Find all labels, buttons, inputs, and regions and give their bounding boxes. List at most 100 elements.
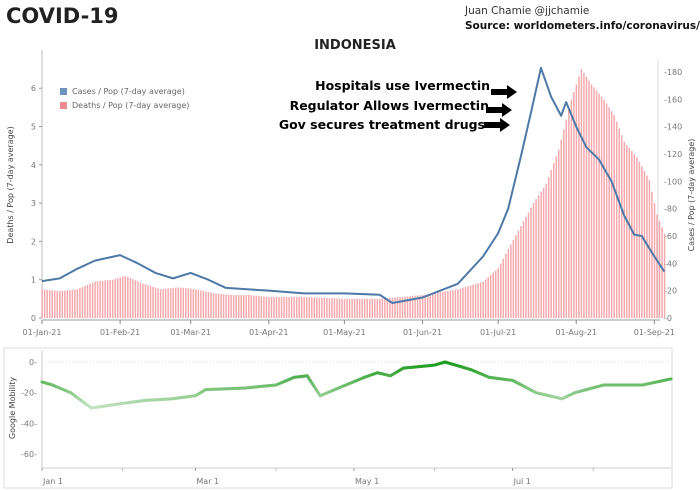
annotation-hospitals: Hospitals use Ivermectin (315, 78, 490, 93)
death-bar (222, 294, 225, 318)
left-tick-label: 3 (31, 199, 36, 208)
death-bar (492, 272, 494, 318)
death-bar (401, 296, 404, 318)
death-bar (328, 298, 331, 318)
death-bar (396, 297, 399, 318)
death-bar (169, 288, 172, 318)
death-bar (273, 296, 275, 318)
death-bar (406, 296, 409, 318)
death-bar (369, 298, 371, 318)
right-tick-label: -100 (664, 177, 682, 186)
death-bar (217, 293, 220, 318)
death-bar (636, 157, 638, 318)
death-bar (583, 72, 585, 318)
death-bar (444, 291, 447, 318)
death-bar (411, 295, 414, 318)
death-bar (197, 289, 200, 318)
death-bar (474, 283, 477, 318)
x-tick-label: 01-Sep-21 (634, 328, 675, 337)
death-bar (59, 291, 61, 318)
death-bar (225, 294, 227, 318)
death-bar (500, 263, 502, 318)
death-bar (530, 207, 532, 318)
death-bar (416, 295, 419, 318)
death-bar (628, 147, 631, 318)
death-bar (260, 296, 263, 318)
death-bar (230, 295, 232, 318)
death-bar (495, 270, 497, 318)
death-bar (235, 295, 237, 318)
death-bar (643, 170, 646, 318)
death-bar (588, 80, 590, 318)
death-bar (358, 298, 361, 318)
death-bar (134, 280, 137, 318)
legend-deaths: Deaths / Pop (7-day average) (60, 99, 189, 113)
death-bar (593, 87, 595, 319)
mobility-x-tick-label: Jan 1 (42, 477, 63, 486)
death-bar (608, 107, 610, 318)
right-tick-label: -60 (664, 232, 677, 241)
death-bar (618, 128, 620, 318)
death-bar (89, 283, 91, 318)
mobility-tick-label: -60- (21, 450, 37, 459)
left-tick-label: 5 (31, 123, 36, 132)
death-bar (192, 289, 195, 318)
author: Juan Chamie @jjchamie (465, 5, 590, 17)
death-bar (74, 289, 76, 318)
death-bar (258, 295, 260, 318)
death-bar (154, 287, 157, 318)
right-tick-label: -180 (664, 68, 682, 77)
death-bar (306, 297, 308, 318)
death-bar (426, 294, 429, 318)
death-bar (124, 275, 127, 318)
death-bar (288, 296, 290, 318)
death-bar (109, 279, 111, 318)
death-bar (389, 297, 391, 318)
death-bar (522, 221, 525, 318)
death-bar (132, 279, 134, 318)
death-bar (404, 296, 406, 318)
death-bar (565, 119, 568, 318)
death-bar (265, 296, 268, 318)
death-bar (341, 298, 343, 318)
right-tick-label: -80 (664, 205, 677, 214)
page-title: COVID-19 (6, 4, 119, 28)
annotation-regulator: Regulator Allows Ivermectin (289, 98, 489, 113)
death-bar (419, 295, 421, 318)
death-bar (507, 249, 510, 318)
death-bar (623, 141, 626, 318)
death-bar (129, 278, 132, 318)
death-bar (190, 288, 192, 318)
death-bar (484, 279, 487, 318)
death-bar (164, 288, 167, 318)
death-bar (298, 296, 300, 318)
death-bar (429, 293, 431, 318)
death-bar (159, 289, 162, 318)
death-bar (515, 235, 517, 318)
death-bar (570, 99, 573, 318)
credit: Juan Chamie @jjchamie Source: worldomete… (465, 4, 700, 34)
death-bar (656, 214, 658, 318)
death-bar (469, 285, 472, 318)
death-bar (621, 135, 623, 318)
death-bar (177, 287, 179, 318)
death-bar (316, 297, 318, 318)
death-bar (379, 298, 381, 318)
death-bar (575, 84, 578, 319)
death-bar (338, 298, 341, 318)
death-bar (502, 258, 505, 318)
death-bar (202, 290, 205, 318)
death-bar (174, 287, 177, 318)
death-bar (308, 297, 311, 318)
death-bar (94, 281, 96, 318)
mobility-x-tick-label: Jul 1 (513, 477, 531, 486)
death-bar (119, 277, 122, 318)
death-bar (255, 295, 258, 318)
death-bar (376, 298, 379, 318)
death-bar (41, 289, 43, 318)
death-bar (641, 166, 643, 318)
death-bar (454, 289, 457, 318)
death-bar (56, 290, 59, 318)
death-bar (482, 281, 484, 318)
death-bar (300, 296, 303, 318)
